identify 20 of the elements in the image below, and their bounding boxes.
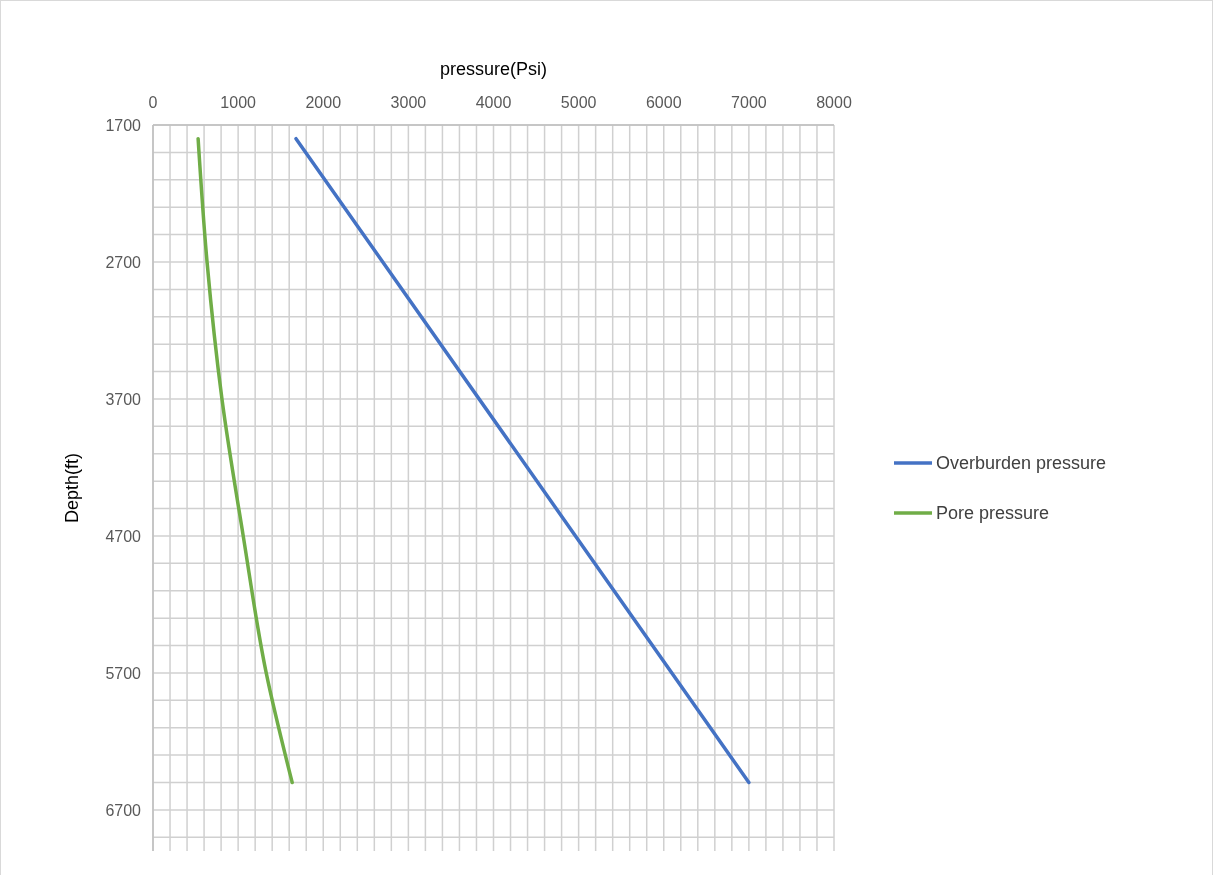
y-tick-label: 3700 [105, 390, 142, 408]
y-tick-label: 4700 [105, 527, 142, 545]
legend-label: Overburden pressure [936, 453, 1107, 473]
x-tick-label: 7000 [731, 94, 767, 111]
y-tick-label: 6700 [105, 801, 142, 819]
y-tick-label: 2700 [105, 253, 142, 271]
x-tick-label: 4000 [475, 94, 512, 111]
x-tick-label: 1000 [220, 94, 257, 111]
x-tick-label: 0 [148, 94, 158, 111]
x-tick-label: 2000 [305, 94, 342, 111]
x-axis-title: pressure(Psi) [439, 59, 548, 79]
y-tick-label: 5700 [105, 664, 142, 682]
x-tick-label: 5000 [560, 94, 597, 111]
x-tick-label: 3000 [390, 94, 427, 111]
x-tick-label: 8000 [816, 94, 852, 111]
y-axis-title: Depth(ft) [62, 452, 82, 524]
line-series [196, 136, 294, 785]
y-tick-label: 1700 [105, 117, 142, 134]
x-tick-label: 6000 [645, 94, 682, 111]
legend-label: Pore pressure [936, 503, 1050, 523]
